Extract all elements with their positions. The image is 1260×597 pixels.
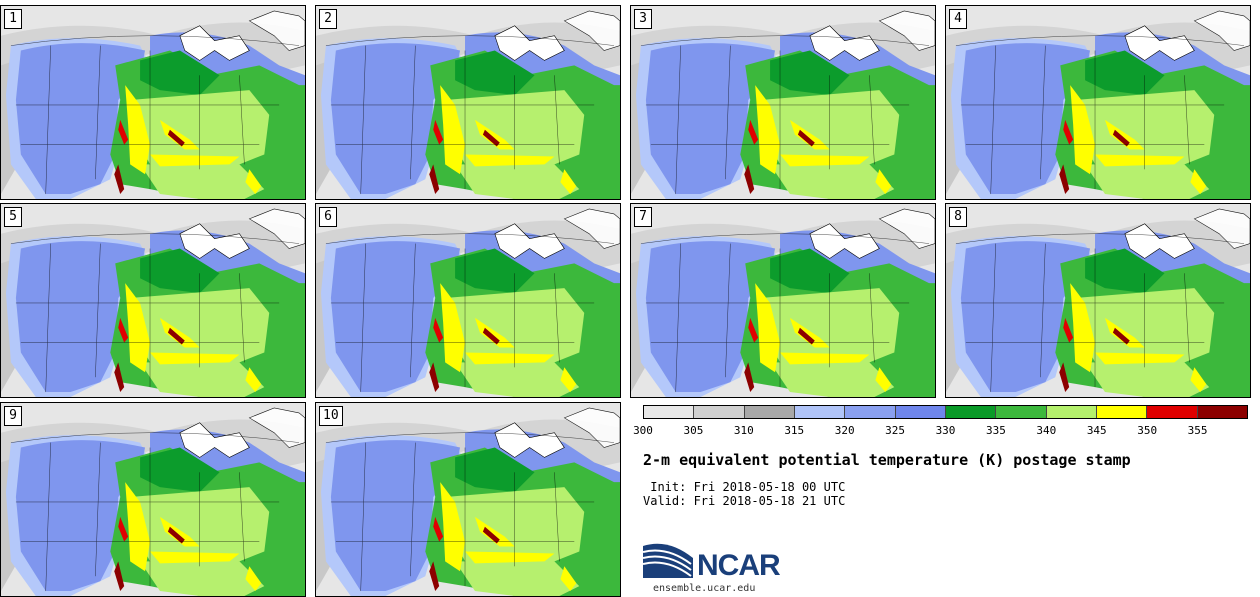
colorbar-tick-label: 350 — [1137, 424, 1158, 437]
ncar-logo-text: NCAR — [697, 549, 781, 582]
colorbar-tick-label: 325 — [885, 424, 906, 437]
member-number-label: 10 — [319, 406, 343, 426]
colorbar-segment — [694, 406, 745, 418]
colorbar-segment — [744, 406, 795, 418]
colorbar-segment — [794, 406, 846, 418]
member-panel: 3 — [630, 5, 936, 200]
member-number-label: 5 — [4, 207, 22, 227]
map-field — [946, 6, 1250, 199]
map-field — [1, 204, 305, 397]
member-number-label: 6 — [319, 207, 337, 227]
chart-title: 2-m equivalent potential temperature (K)… — [643, 451, 1131, 469]
colorbar-segment — [1046, 406, 1097, 418]
map-field — [316, 6, 620, 199]
member-number-label: 2 — [319, 9, 337, 29]
colorbar-segment — [1147, 406, 1198, 418]
map-field — [631, 204, 935, 397]
colorbar-tick-label: 300 — [633, 424, 653, 437]
map-field — [316, 403, 620, 596]
colorbar-tick-label: 315 — [784, 424, 805, 437]
init-time: Init: Fri 2018-05-18 00 UTC — [643, 480, 846, 494]
member-panel: 9 — [0, 402, 306, 597]
member-number-label: 8 — [949, 207, 967, 227]
colorbar — [643, 405, 1248, 419]
member-panel: 7 — [630, 203, 936, 398]
map-field — [946, 204, 1250, 397]
member-panel: 1 — [0, 5, 306, 200]
member-panel: 8 — [945, 203, 1251, 398]
colorbar-segment — [996, 406, 1047, 418]
colorbar-tick-label: 330 — [935, 424, 956, 437]
colorbar-tick-label: 345 — [1086, 424, 1107, 437]
map-field — [316, 204, 620, 397]
colorbar-tick-label: 340 — [1036, 424, 1057, 437]
colorbar-tick-label: 320 — [834, 424, 855, 437]
member-number-label: 4 — [949, 9, 967, 29]
colorbar-tick-label: 355 — [1187, 424, 1208, 437]
member-panel: 6 — [315, 203, 621, 398]
colorbar-tick-label: 335 — [985, 424, 1006, 437]
colorbar-segment — [644, 406, 695, 418]
colorbar-segment — [895, 406, 946, 418]
colorbar-segment — [1197, 406, 1247, 418]
member-panel: 5 — [0, 203, 306, 398]
map-field — [631, 6, 935, 199]
ncar-logo-icon — [643, 543, 693, 578]
valid-time: Valid: Fri 2018-05-18 21 UTC — [643, 494, 846, 508]
site-url: ensemble.ucar.edu — [653, 583, 756, 594]
member-number-label: 9 — [4, 406, 22, 426]
map-field — [1, 403, 305, 596]
member-panel: 2 — [315, 5, 621, 200]
member-panel: 4 — [945, 5, 1251, 200]
map-field — [1, 6, 305, 199]
colorbar-segment — [945, 406, 997, 418]
member-number-label: 7 — [634, 207, 652, 227]
colorbar-tick-label: 305 — [683, 424, 704, 437]
member-number-label: 3 — [634, 9, 652, 29]
member-number-label: 1 — [4, 9, 22, 29]
member-panel: 10 — [315, 402, 621, 597]
colorbar-tick-label: 310 — [733, 424, 754, 437]
colorbar-segment — [1096, 406, 1148, 418]
colorbar-segment — [845, 406, 896, 418]
